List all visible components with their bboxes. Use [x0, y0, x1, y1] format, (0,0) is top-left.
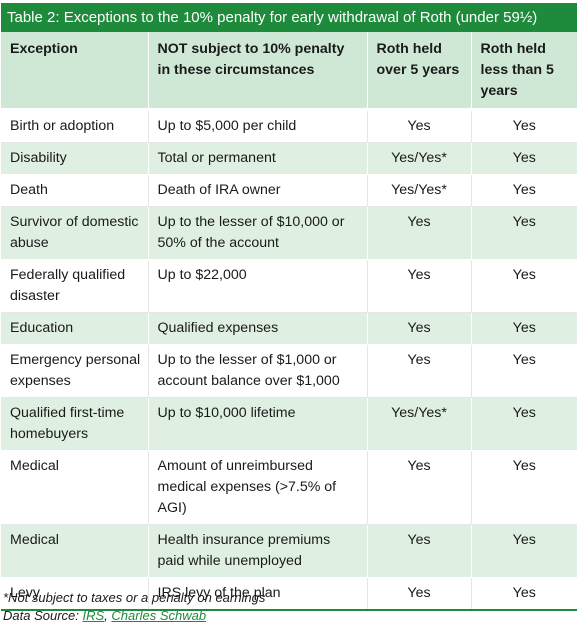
- over5-cell: Yes: [367, 577, 472, 611]
- circumstance-cell: Total or permanent: [148, 142, 368, 175]
- circumstance-cell: Up to the lesser of $1,000 or account ba…: [148, 344, 368, 398]
- under5-cell: Yes: [471, 524, 577, 578]
- exception-cell: Education: [1, 312, 149, 345]
- circumstance-cell: Up to $22,000: [148, 259, 368, 313]
- circumstance-cell: Qualified expenses: [148, 312, 368, 345]
- table-row: Birth or adoption Up to $5,000 per child…: [1, 109, 577, 143]
- circumstance-cell: IRS levy of the plan: [148, 577, 368, 611]
- exception-cell: Medical: [1, 524, 149, 578]
- header-circumstance: NOT subject to 10% penalty in these circ…: [148, 32, 368, 111]
- header-over-5-years: Roth held over 5 years: [367, 32, 472, 111]
- exception-cell: Emergency personal expenses: [1, 344, 149, 398]
- over5-cell: Yes: [367, 206, 472, 260]
- over5-cell: Yes/Yes*: [367, 174, 472, 207]
- over5-cell: Yes: [367, 312, 472, 345]
- over5-cell: Yes: [367, 450, 472, 525]
- circumstance-cell: Up to $5,000 per child: [148, 109, 368, 143]
- data-source: Data Source: IRS, Charles Schwab: [3, 607, 265, 625]
- exception-cell: Disability: [1, 142, 149, 175]
- table-row: Death Death of IRA owner Yes/Yes* Yes: [1, 174, 577, 207]
- over5-cell: Yes/Yes*: [367, 142, 472, 175]
- circumstance-cell: Health insurance premiums paid while une…: [148, 524, 368, 578]
- under5-cell: Yes: [471, 259, 577, 313]
- circumstance-cell: Up to $10,000 lifetime: [148, 397, 368, 451]
- exception-cell: Medical: [1, 450, 149, 525]
- table-row: Medical Amount of unreimbursed medical e…: [1, 450, 577, 525]
- table-row: Education Qualified expenses Yes Yes: [1, 312, 577, 345]
- header-exception: Exception: [1, 32, 149, 111]
- under5-cell: Yes: [471, 174, 577, 207]
- table-row: Medical Health insurance premiums paid w…: [1, 524, 577, 578]
- over5-cell: Yes: [367, 344, 472, 398]
- table-row: Federally qualified disaster Up to $22,0…: [1, 259, 577, 313]
- table-title: Table 2: Exceptions to the 10% penalty f…: [1, 3, 577, 32]
- exception-cell: Levy: [1, 577, 149, 611]
- under5-cell: Yes: [471, 577, 577, 611]
- table-row: Emergency personal expenses Up to the le…: [1, 344, 577, 398]
- exception-cell: Federally qualified disaster: [1, 259, 149, 313]
- table-row: Levy IRS levy of the plan Yes Yes: [1, 577, 577, 611]
- table-row: Survivor of domestic abuse Up to the les…: [1, 206, 577, 260]
- under5-cell: Yes: [471, 142, 577, 175]
- over5-cell: Yes: [367, 259, 472, 313]
- table-row: Qualified first-time homebuyers Up to $1…: [1, 397, 577, 451]
- source-link-charles-schwab[interactable]: Charles Schwab: [111, 608, 207, 623]
- circumstance-cell: Amount of unreimbursed medical expenses …: [148, 450, 368, 525]
- circumstance-cell: Up to the lesser of $10,000 or 50% of th…: [148, 206, 368, 260]
- circumstance-cell: Death of IRA owner: [148, 174, 368, 207]
- exception-cell: Death: [1, 174, 149, 207]
- under5-cell: Yes: [471, 397, 577, 451]
- over5-cell: Yes/Yes*: [367, 397, 472, 451]
- under5-cell: Yes: [471, 344, 577, 398]
- table-row: Disability Total or permanent Yes/Yes* Y…: [1, 142, 577, 175]
- header-row: Exception NOT subject to 10% penalty in …: [1, 32, 577, 111]
- header-under-5-years: Roth held less than 5 years: [471, 32, 577, 111]
- over5-cell: Yes: [367, 524, 472, 578]
- exception-cell: Birth or adoption: [1, 109, 149, 143]
- source-separator: ,: [104, 608, 112, 623]
- under5-cell: Yes: [471, 109, 577, 143]
- footnote-block: *Not subject to taxes or a penalty on ea…: [3, 589, 265, 625]
- source-link-irs[interactable]: IRS: [82, 608, 105, 623]
- under5-cell: Yes: [471, 206, 577, 260]
- exceptions-table: Exception NOT subject to 10% penalty in …: [1, 32, 577, 611]
- source-prefix: Data Source:: [3, 608, 83, 623]
- under5-cell: Yes: [471, 450, 577, 525]
- under5-cell: Yes: [471, 312, 577, 345]
- exception-cell: Survivor of domestic abuse: [1, 206, 149, 260]
- footnote-text: *Not subject to taxes or a penalty on ea…: [3, 590, 266, 605]
- over5-cell: Yes: [367, 109, 472, 143]
- exception-cell: Qualified first-time homebuyers: [1, 397, 149, 451]
